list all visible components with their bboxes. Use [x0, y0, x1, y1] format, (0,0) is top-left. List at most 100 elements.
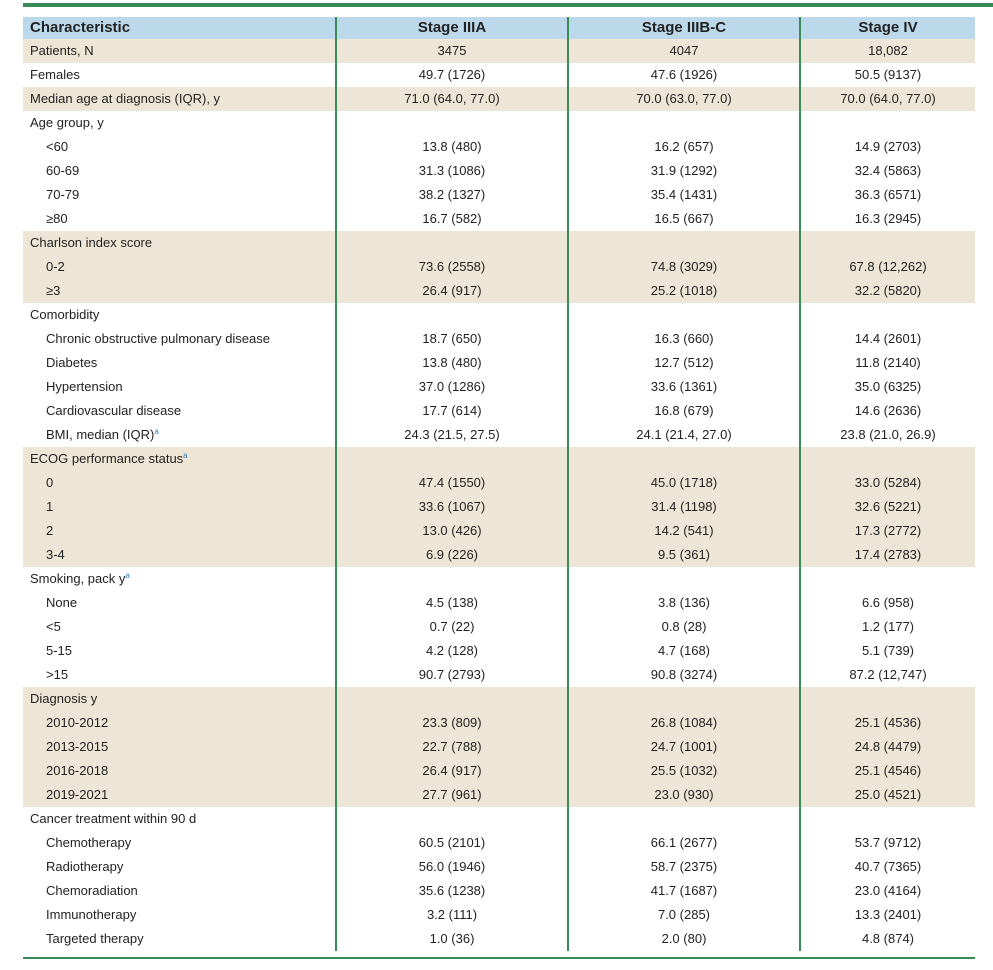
cell-stage-iiib-c: 2.0 (80) [567, 927, 800, 951]
row-label: ECOG performance status [30, 451, 184, 466]
row-label-cell: 2 [23, 519, 336, 543]
cell-stage-iiia: 24.3 (21.5, 27.5) [335, 423, 568, 447]
cell-stage-iv: 14.6 (2636) [799, 399, 975, 423]
cell-stage-iv [799, 807, 975, 831]
row-label: Comorbidity [30, 307, 100, 322]
row-label-cell: 1 [23, 495, 336, 519]
cell-stage-iiia [335, 687, 568, 711]
table-row: 2010-2012 23.3 (809) 26.8 (1084) 25.1 (4536… [23, 711, 975, 735]
table-row: Cancer treatment within 90 d [23, 807, 975, 831]
header-stage-iv: Stage IV [799, 17, 975, 39]
row-label: Chemotherapy [46, 835, 132, 850]
cell-stage-iiia: 17.7 (614) [335, 399, 568, 423]
row-label-cell: 70-79 [23, 183, 336, 207]
row-label: Females [30, 67, 80, 82]
table-row: Targeted therapy 1.0 (36) 2.0 (80) 4.8 (874… [23, 927, 975, 951]
cell-stage-iiib-c: 7.0 (285) [567, 903, 800, 927]
row-label: Charlson index score [30, 235, 153, 250]
row-label-cell: Patients, N [23, 39, 336, 63]
cell-stage-iiia [335, 807, 568, 831]
cell-stage-iiib-c: 33.6 (1361) [567, 375, 800, 399]
cell-stage-iiia: 23.3 (809) [335, 711, 568, 735]
table-row: ECOG performance statusa [23, 447, 975, 471]
row-label: ≥3 [46, 283, 61, 298]
row-label: Median age at diagnosis (IQR), y [30, 91, 221, 106]
row-label-cell: Cardiovascular disease [23, 399, 336, 423]
cell-stage-iiib-c: 35.4 (1431) [567, 183, 800, 207]
row-label: Age group, y [30, 115, 104, 130]
table-row: 0 47.4 (1550) 45.0 (1718) 33.0 (5284) [23, 471, 975, 495]
cell-stage-iiib-c: 70.0 (63.0, 77.0) [567, 87, 800, 111]
table-row: Age group, y [23, 111, 975, 135]
row-label-cell: 2016-2018 [23, 759, 336, 783]
cell-stage-iv [799, 231, 975, 255]
cell-stage-iv: 33.0 (5284) [799, 471, 975, 495]
cell-stage-iiia: 13.8 (480) [335, 135, 568, 159]
row-label: 1 [46, 499, 54, 514]
cell-stage-iiia: 31.3 (1086) [335, 159, 568, 183]
cell-stage-iv: 25.1 (4546) [799, 759, 975, 783]
table-row: <60 13.8 (480) 16.2 (657) 14.9 (2703) [23, 135, 975, 159]
table-row: Median age at diagnosis (IQR), y 71.0 (64… [23, 87, 975, 111]
row-label-cell: Chemoradiation [23, 879, 336, 903]
cell-stage-iv: 25.0 (4521) [799, 783, 975, 807]
cell-stage-iiia: 37.0 (1286) [335, 375, 568, 399]
row-label-cell: <60 [23, 135, 336, 159]
row-label: <60 [46, 139, 69, 154]
row-label-cell: Smoking, pack ya [23, 567, 336, 591]
cell-stage-iiia [335, 447, 568, 471]
cell-stage-iiib-c: 45.0 (1718) [567, 471, 800, 495]
row-label: 2019-2021 [46, 787, 109, 802]
table-row: Chemoradiation 35.6 (1238) 41.7 (1687) 23.0… [23, 879, 975, 903]
row-label-cell: Diagnosis y [23, 687, 336, 711]
cell-stage-iiib-c: 90.8 (3274) [567, 663, 800, 687]
cell-stage-iiia: 4.5 (138) [335, 591, 568, 615]
row-label: 2 [46, 523, 54, 538]
row-label: <5 [46, 619, 61, 634]
row-label: Targeted therapy [46, 931, 144, 946]
cell-stage-iiia: 16.7 (582) [335, 207, 568, 231]
table-row: Comorbidity [23, 303, 975, 327]
cell-stage-iv: 16.3 (2945) [799, 207, 975, 231]
cell-stage-iiia: 60.5 (2101) [335, 831, 568, 855]
cell-stage-iv: 17.3 (2772) [799, 519, 975, 543]
row-label: >15 [46, 667, 69, 682]
table-row: 70-79 38.2 (1327) 35.4 (1431) 36.3 (6571) [23, 183, 975, 207]
table-row: 1 33.6 (1067) 31.4 (1198) 32.6 (5221) [23, 495, 975, 519]
table-row: Hypertension 37.0 (1286) 33.6 (1361) 35.0 (… [23, 375, 975, 399]
cell-stage-iiia: 22.7 (788) [335, 735, 568, 759]
row-label-cell: 2010-2012 [23, 711, 336, 735]
row-label: 0 [46, 475, 54, 490]
cell-stage-iv: 13.3 (2401) [799, 903, 975, 927]
cell-stage-iiia [335, 111, 568, 135]
cell-stage-iv [799, 303, 975, 327]
header-characteristic: Characteristic [23, 17, 336, 39]
row-label-cell: ECOG performance statusa [23, 447, 336, 471]
cell-stage-iiib-c: 3.8 (136) [567, 591, 800, 615]
cell-stage-iv: 18,082 [799, 39, 975, 63]
cell-stage-iiia: 56.0 (1946) [335, 855, 568, 879]
table-row: Radiotherapy 56.0 (1946) 58.7 (2375) 40.7 (… [23, 855, 975, 879]
row-label-cell: Comorbidity [23, 303, 336, 327]
row-label-cell: None [23, 591, 336, 615]
cell-stage-iv: 50.5 (9137) [799, 63, 975, 87]
row-label-cell: 60-69 [23, 159, 336, 183]
row-label: 2010-2012 [46, 715, 109, 730]
row-label: None [46, 595, 78, 610]
cell-stage-iv: 32.6 (5221) [799, 495, 975, 519]
row-label-cell: ≥3 [23, 279, 336, 303]
table-row: <5 0.7 (22) 0.8 (28) 1.2 (177) [23, 615, 975, 639]
cell-stage-iv: 6.6 (958) [799, 591, 975, 615]
cell-stage-iv: 14.9 (2703) [799, 135, 975, 159]
cell-stage-iiia: 26.4 (917) [335, 279, 568, 303]
cell-stage-iiia: 4.2 (128) [335, 639, 568, 663]
row-label: Patients, N [30, 43, 94, 58]
row-label-cell: 2013-2015 [23, 735, 336, 759]
row-label: 70-79 [46, 187, 80, 202]
row-label: Radiotherapy [46, 859, 124, 874]
row-label-cell: Diabetes [23, 351, 336, 375]
row-label-cell: Cancer treatment within 90 d [23, 807, 336, 831]
cell-stage-iv: 70.0 (64.0, 77.0) [799, 87, 975, 111]
row-label-cell: 2019-2021 [23, 783, 336, 807]
row-label-cell: Radiotherapy [23, 855, 336, 879]
